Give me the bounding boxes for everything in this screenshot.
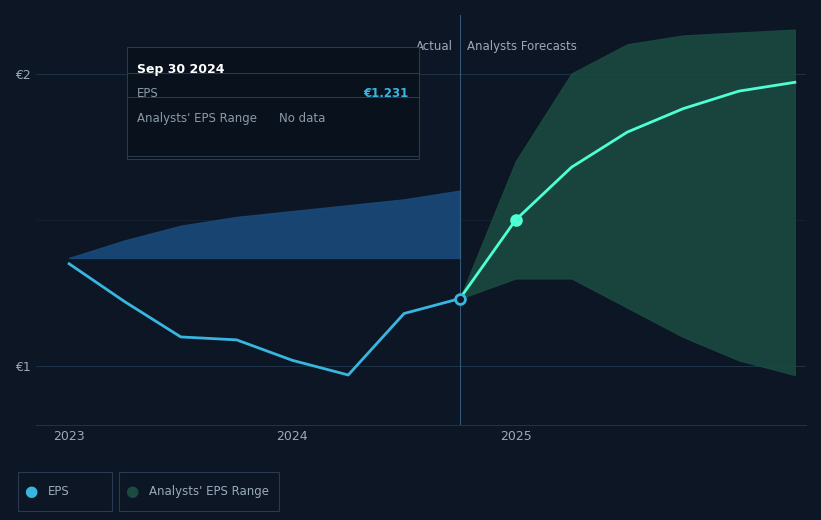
Point [509, 216, 522, 224]
Text: ●: ● [25, 484, 38, 499]
Text: Analysts' EPS Range: Analysts' EPS Range [137, 112, 257, 125]
Text: No data: No data [279, 112, 325, 125]
Point [453, 294, 466, 303]
Text: EPS: EPS [48, 485, 69, 498]
Text: EPS: EPS [137, 87, 158, 100]
Text: €1.231: €1.231 [364, 87, 409, 100]
Text: Analysts Forecasts: Analysts Forecasts [466, 40, 576, 53]
Text: Analysts' EPS Range: Analysts' EPS Range [149, 485, 268, 498]
Text: Sep 30 2024: Sep 30 2024 [137, 63, 225, 76]
Text: ●: ● [126, 484, 139, 499]
Text: Actual: Actual [416, 40, 453, 53]
